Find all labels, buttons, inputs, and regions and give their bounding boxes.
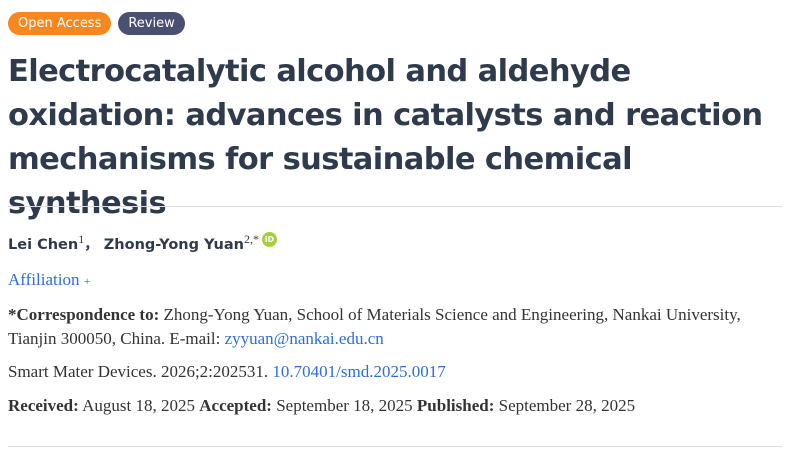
affiliation-label: Affiliation [8,270,80,289]
review-badge: Review [118,12,185,35]
author-link[interactable]: Lei Chen [8,236,79,253]
published-date: September 28, 2025 [494,396,636,415]
affiliation-toggle[interactable]: Affiliation + [8,270,90,290]
correspondence-text: Zhong-Yong Yuan, School of Materials Sci… [8,305,741,348]
received-label: Received: [8,396,79,415]
badges: Open Access Review [8,12,185,35]
plus-icon: + [83,274,91,288]
author-sup: 1 [78,232,85,246]
dates: Received: August 18, 2025 Accepted: Sept… [8,394,788,418]
divider [8,446,782,447]
accepted-date: September 18, 2025 [271,396,417,415]
separator: ， [84,236,99,253]
email-link[interactable]: zyyuan@nankai.edu.cn [224,329,384,348]
published-label: Published: [416,396,495,415]
author-link[interactable]: Zhong-Yong Yuan [103,236,244,253]
author-sup: 2,* [243,232,259,246]
author-list: Lei Chen1， Zhong-Yong Yuan2,* iD [8,232,277,254]
doi-link[interactable]: 10.70401/smd.2025.0017 [272,362,446,381]
citation: Smart Mater Devices. 2026;2:202531. 10.7… [8,360,788,384]
divider [8,206,782,207]
received-date: August 18, 2025 [78,396,200,415]
open-access-badge: Open Access [8,12,112,35]
orcid-icon[interactable]: iD [261,232,277,247]
correspondence: *Correspondence to: Zhong-Yong Yuan, Sch… [8,303,788,351]
correspondence-label: *Correspondence to: [8,305,160,324]
accepted-label: Accepted: [199,396,272,415]
citation-text: Smart Mater Devices. 2026;2:202531. [8,362,273,381]
article-title: Electrocatalytic alcohol and aldehyde ox… [8,54,763,221]
